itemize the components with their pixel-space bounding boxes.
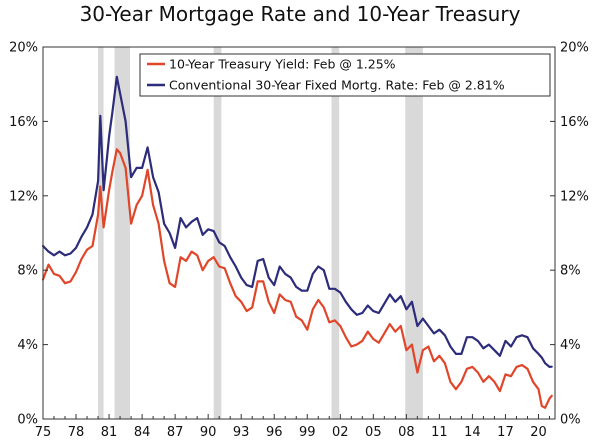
x-tick-label: 08 [398, 425, 415, 440]
x-tick-label: 96 [266, 425, 283, 440]
recession-band-0 [98, 47, 104, 419]
y-tick-label-left: 0% [17, 413, 38, 428]
y-tick-label-left: 16% [9, 115, 38, 130]
recession-band-1 [114, 47, 130, 419]
x-tick-label: 78 [68, 425, 85, 440]
x-tick-label: 81 [101, 425, 118, 440]
x-tick-label: 75 [35, 425, 52, 440]
x-tick-label: 11 [431, 425, 448, 440]
y-tick-label-left: 20% [9, 41, 38, 56]
x-tick-label: 02 [332, 425, 349, 440]
recession-band-3 [331, 47, 340, 419]
x-tick-label: 99 [299, 425, 316, 440]
x-axis: 75 78 81 84 87 90 93 96 99 02 05 08 11 14 17 20 [35, 414, 550, 440]
legend-label-mortgage: Conventional 30-Year Fixed Mortg. Rate: … [169, 78, 505, 93]
plot-frame [42, 46, 556, 420]
chart-title: 30-Year Mortgage Rate and 10-Year Treasu… [80, 2, 521, 26]
x-tick-label: 05 [365, 425, 382, 440]
y-tick-label-right: 4% [560, 338, 581, 353]
x-tick-label: 14 [464, 425, 481, 440]
x-tick-label: 20 [530, 425, 547, 440]
recession-bands [98, 47, 423, 419]
legend-box [139, 53, 551, 97]
x-tick-label: 87 [167, 425, 184, 440]
x-tick-label: 93 [233, 425, 250, 440]
series-line-treasury [41, 148, 553, 409]
y-axis-left: 0% 4% 8% 12% 16% 20% [9, 41, 48, 428]
legend: 10-Year Treasury Yield: Feb @ 1.25% Conv… [139, 53, 551, 97]
y-tick-label-right: 0% [560, 413, 581, 428]
y-tick-label-left: 12% [9, 189, 38, 204]
y-tick-label-left: 4% [17, 338, 38, 353]
x-tick-label: 17 [497, 425, 514, 440]
legend-label-treasury: 10-Year Treasury Yield: Feb @ 1.25% [169, 57, 396, 72]
x-tick-label: 84 [134, 425, 151, 440]
recession-band-2 [213, 47, 222, 419]
y-tick-label-right: 8% [560, 264, 581, 279]
y-tick-label-right: 20% [560, 41, 589, 56]
y-tick-label-right: 12% [560, 189, 589, 204]
series-line-mortgage [41, 75, 553, 368]
x-tick-label: 90 [200, 425, 217, 440]
series-lines [41, 75, 553, 409]
y-tick-label-right: 16% [560, 115, 589, 130]
y-tick-label-left: 8% [17, 264, 38, 279]
y-axis-right: 0% 4% 8% 12% 16% 20% [550, 41, 589, 428]
